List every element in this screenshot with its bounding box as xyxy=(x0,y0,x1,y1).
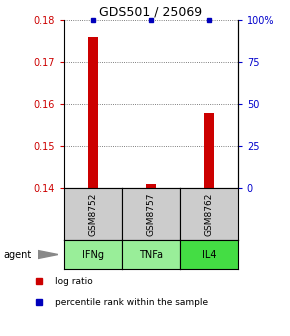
Text: TNFa: TNFa xyxy=(139,250,163,259)
Bar xyxy=(146,184,156,188)
Text: IFNg: IFNg xyxy=(82,250,104,259)
Text: GSM8752: GSM8752 xyxy=(88,193,97,236)
Text: agent: agent xyxy=(3,250,31,259)
Polygon shape xyxy=(38,251,58,259)
Text: IL4: IL4 xyxy=(202,250,216,259)
Text: GSM8757: GSM8757 xyxy=(146,193,155,236)
Text: percentile rank within the sample: percentile rank within the sample xyxy=(55,298,208,307)
Bar xyxy=(88,37,98,188)
Text: GSM8762: GSM8762 xyxy=(204,193,213,236)
Text: log ratio: log ratio xyxy=(55,277,92,286)
Bar xyxy=(204,113,214,188)
Title: GDS501 / 25069: GDS501 / 25069 xyxy=(99,6,202,19)
